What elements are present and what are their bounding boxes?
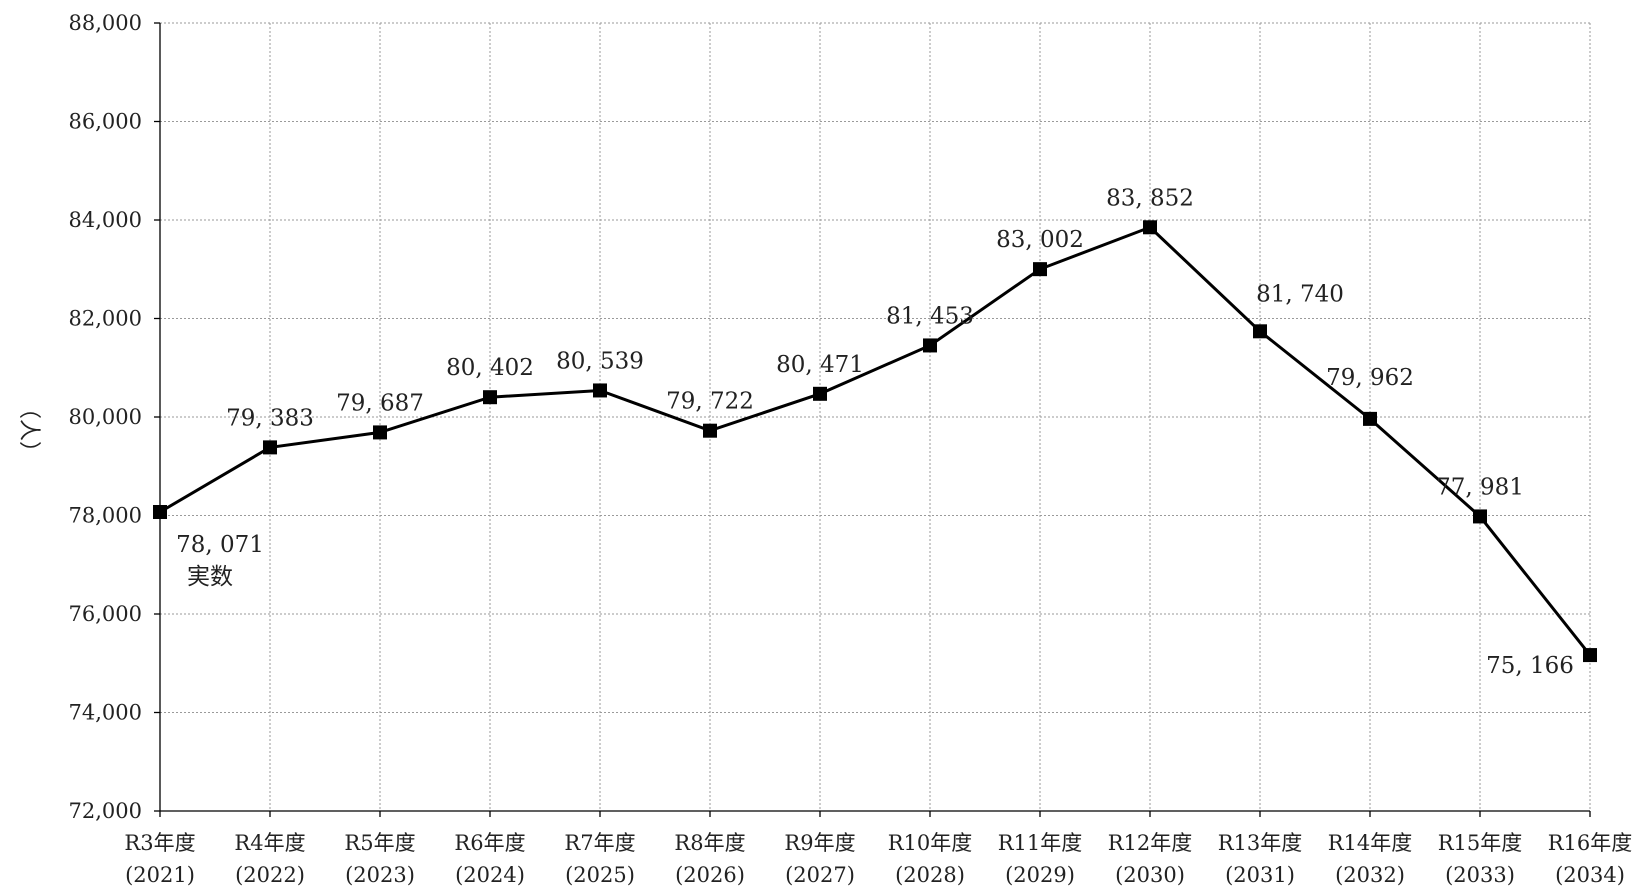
data-point-marker (703, 423, 717, 438)
data-point-marker (153, 505, 167, 520)
data-label: 83, 852 (1106, 185, 1194, 211)
series-layer (153, 220, 1597, 663)
y-tick-label: 72,000 (69, 799, 142, 823)
y-tick-label: 86,000 (69, 110, 142, 134)
x-tick-label-year: (2026) (675, 863, 745, 887)
x-tick-label-year: (2021) (125, 863, 195, 887)
x-tick-label-year: (2034) (1555, 863, 1625, 887)
data-label: 79, 383 (226, 405, 314, 431)
x-tick-label: R8年度 (674, 831, 745, 855)
x-tick-label-year: (2022) (235, 863, 305, 887)
x-tick-label: R9年度 (784, 831, 855, 855)
data-point-marker (1253, 324, 1267, 339)
y-axis-label: （人） (16, 397, 41, 463)
x-tick-label-year: (2032) (1335, 863, 1405, 887)
x-tick-label: R6年度 (454, 831, 525, 855)
data-label: 80, 402 (446, 355, 534, 381)
data-point-marker (263, 440, 277, 455)
data-label: 81, 740 (1256, 281, 1344, 307)
data-label: 75, 166 (1486, 653, 1574, 679)
data-point-marker (593, 383, 607, 398)
data-point-marker (483, 390, 497, 405)
y-tick-label: 80,000 (69, 405, 142, 429)
axis-layer: 72,000 74,000 76,000 78,000 80,000 82,000 84,0… (69, 11, 1633, 887)
data-label: 77, 981 (1436, 474, 1524, 500)
x-tick-label: R14年度 (1328, 831, 1413, 855)
x-tick-label: R4年度 (234, 831, 305, 855)
x-tick-label: R16年度 (1548, 831, 1633, 855)
x-tick-label-year: (2029) (1005, 863, 1075, 887)
data-point-marker (1363, 411, 1377, 426)
data-point-marker (813, 386, 827, 401)
y-tick-label: 84,000 (69, 208, 142, 232)
x-tick-label-year: (2033) (1445, 863, 1515, 887)
data-label: 81, 453 (886, 303, 974, 329)
x-tick-label: R7年度 (564, 831, 635, 855)
x-tick-label-year: (2024) (455, 863, 525, 887)
data-point-marker (923, 338, 937, 353)
x-tick-label: R15年度 (1438, 831, 1523, 855)
data-point-marker (1473, 509, 1487, 524)
y-tick-label: 88,000 (69, 11, 142, 35)
data-point-marker (1583, 648, 1597, 663)
data-label: 80, 471 (776, 352, 864, 378)
data-point-marker (1143, 220, 1157, 235)
series-line (159, 225, 1592, 657)
data-label: 83, 002 (996, 227, 1084, 253)
x-tick-label: R12年度 (1108, 831, 1193, 855)
y-tick-label: 76,000 (69, 602, 142, 626)
x-tick-label-year: (2030) (1115, 863, 1185, 887)
data-point-marker (373, 425, 387, 440)
y-tick-label: 74,000 (69, 701, 142, 725)
x-tick-label: R5年度 (344, 831, 415, 855)
data-point-marker (1033, 262, 1047, 277)
x-tick-label-year: (2028) (895, 863, 965, 887)
data-label: 79, 962 (1326, 365, 1414, 391)
x-tick-label: R13年度 (1218, 831, 1303, 855)
grid-layer (160, 22, 1591, 811)
data-label: 79, 722 (666, 389, 754, 415)
x-tick-label-year: (2023) (345, 863, 415, 887)
x-tick-label-year: (2027) (785, 863, 855, 887)
x-tick-label: R3年度 (124, 831, 195, 855)
y-tick-label: 78,000 (69, 504, 142, 528)
label-layer: 78, 071 79, 383 79, 687 80, 402 80, 539 79, 7… (176, 185, 1574, 679)
data-label: 79, 687 (336, 390, 424, 416)
data-label: 80, 539 (556, 348, 644, 374)
y-tick-label: 82,000 (69, 307, 142, 331)
x-tick-label: R11年度 (998, 831, 1083, 855)
data-annotation: 実数 (187, 564, 233, 590)
x-tick-label-year: (2025) (565, 863, 635, 887)
data-label: 78, 071 (176, 532, 264, 558)
x-tick-label: R10年度 (888, 831, 973, 855)
x-tick-label-year: (2031) (1225, 863, 1295, 887)
